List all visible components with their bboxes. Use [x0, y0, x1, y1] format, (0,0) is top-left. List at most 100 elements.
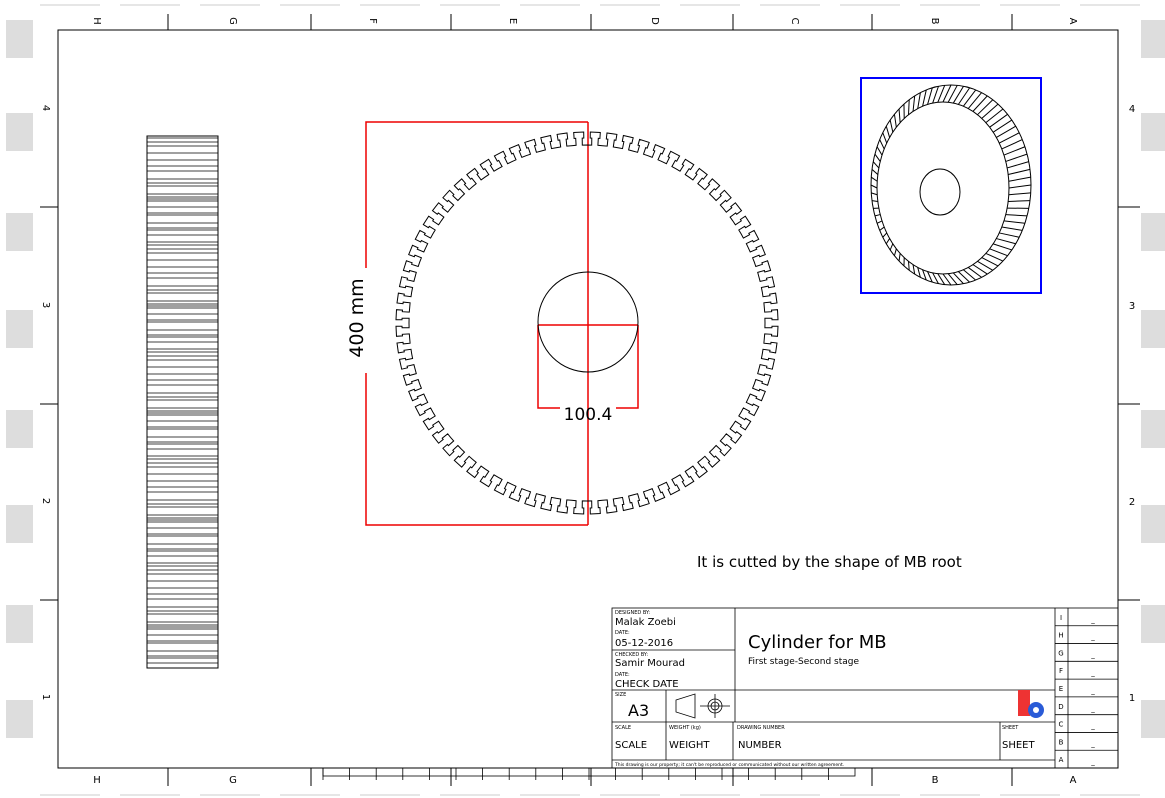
iso-tooth	[894, 114, 896, 127]
field-value: NUMBER	[738, 740, 782, 751]
side-bar	[6, 410, 33, 448]
field-value: CHECK DATE	[615, 679, 679, 690]
logo-red	[1018, 690, 1030, 716]
iso-tooth	[1009, 185, 1031, 188]
field-label: SCALE	[615, 725, 631, 731]
iso-tooth	[990, 249, 1008, 256]
iso-tooth	[871, 185, 877, 188]
iso-tooth	[899, 253, 900, 261]
iso-tooth	[923, 90, 927, 106]
drawing-subtitle: First stage-Second stage	[748, 657, 859, 667]
rev-value: _	[1090, 740, 1095, 748]
iso-tooth	[996, 239, 1015, 244]
zone-label: 3	[1129, 301, 1135, 312]
zone-label: 2	[40, 498, 51, 504]
iso-tooth	[990, 114, 1008, 127]
iso-tooth	[1009, 193, 1031, 195]
iso-tooth	[872, 201, 878, 202]
iso-hub	[920, 169, 960, 215]
iso-tooth	[982, 104, 998, 118]
zone-label: 4	[40, 105, 51, 111]
iso-tooth	[933, 86, 939, 103]
iso-tooth	[875, 215, 880, 216]
iso-tooth	[963, 90, 975, 106]
rev-letter: H	[1058, 632, 1063, 640]
rev-value: _	[1090, 651, 1095, 659]
field-label: DESIGNED BY:	[615, 610, 650, 616]
dim-height-label: 400 mm	[346, 278, 368, 357]
side-bar	[6, 700, 33, 738]
iso-tooth	[1004, 147, 1025, 155]
side-bar	[1141, 410, 1165, 448]
rev-letter: D	[1058, 703, 1063, 711]
side-bar	[6, 20, 33, 58]
rev-letter: C	[1059, 721, 1064, 729]
field-value: SHEET	[1002, 740, 1036, 751]
drawing-title: Cylinder for MB	[748, 632, 887, 653]
iso-tooth	[913, 96, 915, 111]
dim-hub-right	[616, 325, 638, 408]
field-value: WEIGHT	[669, 740, 710, 751]
iso-tooth	[986, 253, 1003, 261]
field-label: WEIGHT (kg)	[669, 725, 701, 731]
iso-tooth	[928, 88, 933, 105]
iso-tooth	[886, 126, 889, 137]
iso-tooth	[918, 93, 921, 109]
iso-tooth	[909, 261, 910, 270]
dimension-lines	[366, 122, 638, 525]
iso-tooth	[894, 249, 896, 256]
drawing-page: 400 mm 100.4 It is cutted by the shape o…	[0, 0, 1165, 798]
side-bar	[6, 605, 33, 643]
rev-value: _	[1090, 687, 1095, 695]
iso-inner	[877, 102, 1009, 274]
rev-letter: G	[1058, 649, 1063, 657]
side-bar	[1141, 605, 1165, 643]
field-label: SIZE	[615, 692, 626, 698]
rev-value: _	[1090, 616, 1095, 624]
zone-label: B	[929, 18, 940, 25]
iso-tooth	[873, 162, 879, 168]
iso-tooth	[872, 169, 878, 174]
zone-label: 2	[1129, 497, 1135, 508]
zone-label: A	[1067, 18, 1078, 25]
rev-letter: A	[1059, 756, 1064, 764]
iso-tooth	[1008, 201, 1030, 202]
dim-hub-left	[538, 325, 560, 408]
zone-label: G	[229, 775, 237, 786]
logo-gear-hole	[1033, 707, 1039, 713]
side-bar	[6, 113, 33, 151]
side-bar	[6, 505, 33, 543]
zone-label: H	[91, 17, 102, 25]
zone-label: F	[367, 18, 378, 24]
zone-label: 3	[40, 302, 51, 308]
zone-label: C	[789, 18, 800, 25]
iso-tooth	[1004, 221, 1025, 223]
iso-tooth	[982, 258, 998, 266]
zone-label: 1	[1129, 693, 1135, 704]
zone-label: G	[227, 17, 238, 25]
rev-value: _	[1090, 634, 1095, 642]
iso-tooth	[977, 100, 992, 115]
iso-tooth	[986, 109, 1003, 123]
iso-tooth	[883, 233, 887, 237]
iso-tooth	[877, 221, 882, 223]
side-bar	[1141, 213, 1165, 251]
field-label: DATE:	[615, 630, 630, 636]
iso-tooth	[1007, 162, 1029, 168]
rev-value: _	[1090, 723, 1095, 731]
iso-tooth	[880, 227, 884, 230]
rev-value: _	[1090, 758, 1095, 766]
field-value: SCALE	[615, 740, 647, 751]
iso-tooth	[958, 88, 969, 105]
iso-tooth	[883, 133, 887, 143]
iso-tooth	[953, 86, 963, 103]
dim-hub-label: 100.4	[564, 405, 613, 425]
iso-tooth	[973, 96, 987, 111]
field-value: Samir Mourad	[615, 658, 685, 669]
field-label: SHEET	[1002, 725, 1019, 731]
iso-view-frame	[861, 78, 1041, 293]
rev-value: _	[1090, 705, 1095, 713]
rev-letter: I	[1060, 614, 1062, 622]
iso-tooth	[890, 120, 893, 132]
footer: This drawing is our property; it can't b…	[614, 762, 844, 768]
